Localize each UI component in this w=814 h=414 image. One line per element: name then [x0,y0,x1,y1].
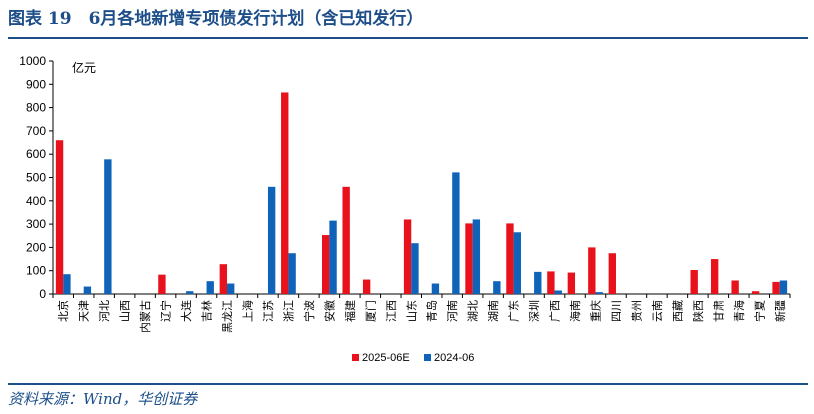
x-category-label: 青岛 [425,300,439,322]
y-tick-label: 700 [26,124,46,138]
y-tick-label: 800 [26,101,46,115]
x-category-label: 四川 [610,300,623,322]
x-category-label: 山东 [405,300,418,322]
bar-2025-06E-重庆 [588,247,596,294]
bar-2025-06E-陕西 [690,270,698,294]
bar-2024-06-新疆 [779,280,788,294]
x-category-label: 大连 [179,300,193,322]
x-category-label: 宁波 [302,300,316,322]
legend-label: 2025-06E [362,352,410,364]
x-category-label: 贵州 [630,300,643,322]
bar-2024-06-吉林 [206,281,214,294]
x-category-label: 上海 [240,300,254,322]
chart-bars [55,92,788,294]
x-category-label: 河南 [446,300,459,322]
x-category-label: 浙江 [282,300,295,322]
x-category-label: 厦门 [363,300,377,322]
x-category-label: 内蒙古 [138,300,152,333]
bar-2025-06E-海南 [567,272,576,294]
chart-axes [49,60,791,298]
x-category-label: 河北 [98,300,111,322]
bar-2025-06E-浙江 [281,92,289,294]
y-tick-label: 500 [26,171,46,185]
x-category-label: 甘肃 [712,300,725,322]
x-category-label: 重庆 [589,300,603,322]
x-category-label: 宁夏 [752,300,766,322]
x-category-label: 海南 [568,300,582,322]
bar-2025-06E-甘肃 [710,259,719,294]
x-category-label: 广东 [508,300,521,322]
bar-2025-06E-厦门 [362,279,371,294]
bar-2024-06-天津 [83,286,92,294]
bar-2025-06E-广东 [506,223,514,294]
chart-labels: 0 100 200 300 400 500 600 700 800 900 1000 北京 天津 河北 山西… [19,54,786,333]
figure-title: 图表 19 6月各地新增专项债发行计划（含已知发行） [8,9,424,29]
y-tick-label: 0 [39,287,46,301]
bar-2024-06-安徽 [329,220,337,294]
bar-2024-06-青岛 [431,283,440,294]
x-category-label: 湖北 [467,300,480,322]
y-tick-label: 100 [26,264,46,278]
x-category-label: 山西 [119,300,132,322]
bar-2024-06-河南 [452,172,460,294]
bar-2024-06-北京 [63,274,71,294]
bar-2025-06E-四川 [608,253,616,294]
x-category-label: 天津 [78,300,91,322]
bar-2025-06E-宁夏 [751,291,760,294]
bar-2024-06-大连 [186,291,194,294]
bar-2024-06-重庆 [595,292,603,294]
x-category-label: 江苏 [262,300,275,322]
bar-2024-06-江苏 [267,186,276,294]
bar-2025-06E-青海 [731,280,739,294]
bar-2024-06-浙江 [288,253,296,294]
x-category-label: 安徽 [322,300,336,322]
bar-2025-06E-安徽 [322,235,330,294]
x-category-label: 湖南 [487,300,500,322]
chart-legend: 2025-06E 2024-06 [352,352,474,364]
y-tick-label: 300 [26,217,46,231]
bar-2025-06E-湖北 [465,223,473,294]
x-category-label: 深圳 [528,300,541,322]
bar-2024-06-湖北 [472,219,481,294]
footer-rule [8,383,808,385]
source-note: 资料来源：Wind，华创证券 [8,390,198,408]
x-category-label: 西藏 [671,300,684,322]
x-category-label: 福建 [343,300,357,322]
x-category-label: 吉林 [200,300,214,322]
bar-2025-06E-黑龙江 [219,264,228,294]
x-category-label: 广西 [549,300,562,322]
y-tick-label: 900 [26,77,46,91]
y-tick-label: 400 [26,194,46,208]
x-category-label: 江西 [385,300,398,322]
bar-2024-06-广西 [554,290,562,294]
x-category-label: 青海 [732,300,746,322]
bar-2024-06-深圳 [534,271,542,294]
bar-2025-06E-北京 [55,140,64,294]
y-unit-label: 亿元 [72,60,96,75]
x-category-label: 云南 [651,300,664,322]
bar-2025-06E-山东 [403,219,412,294]
x-category-label: 黑龙江 [221,300,234,333]
legend-label: 2024-06 [434,352,474,364]
bar-2024-06-河北 [104,159,112,294]
bar-2025-06E-辽宁 [158,274,166,294]
y-tick-label: 1000 [19,54,46,68]
x-category-label: 新疆 [773,300,787,322]
y-tick-label: 200 [26,240,46,254]
legend-swatch-2024-06 [424,354,431,361]
bar-2025-06E-福建 [342,186,350,294]
bar-2025-06E-广西 [547,271,555,294]
bar-2024-06-广东 [513,232,521,294]
x-category-label: 北京 [56,300,70,322]
legend-swatch-2025-06E [352,354,359,361]
bar-chart: 0 100 200 300 400 500 600 700 800 900 1000 北京 天津 河北 山西… [19,54,791,364]
x-category-label: 陕西 [691,300,705,322]
y-tick-label: 600 [26,147,46,161]
header-rule [8,37,808,39]
bar-2024-06-山东 [411,243,419,294]
bar-2025-06E-新疆 [772,281,780,294]
bar-2024-06-湖南 [493,281,501,294]
x-category-label: 辽宁 [159,300,173,322]
bar-2024-06-黑龙江 [227,283,235,294]
